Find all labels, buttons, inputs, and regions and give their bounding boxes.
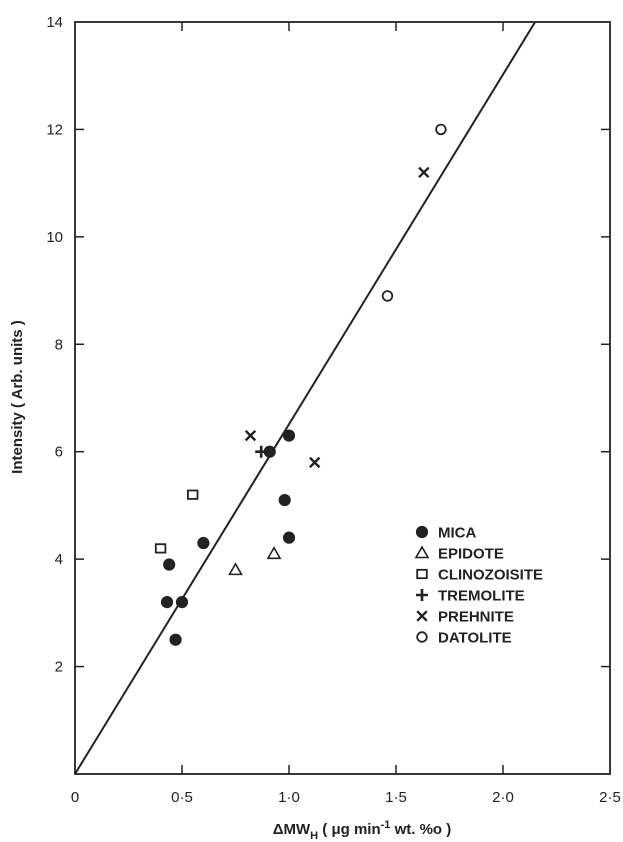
y-axis-label: Intensity ( Arb. units ) xyxy=(9,320,26,474)
legend-marker-datolite xyxy=(416,631,428,643)
x-tick-label: 2·0 xyxy=(492,789,514,806)
legend-label-mica: MICA xyxy=(438,525,476,542)
x-tick-label: 0 xyxy=(71,789,79,806)
point-mica xyxy=(282,429,296,442)
point-mica xyxy=(175,596,189,609)
point-mica xyxy=(197,536,210,550)
legend-marker-tremolite xyxy=(416,589,428,601)
point-clinozoisite xyxy=(154,543,167,554)
point-prehnite xyxy=(244,429,257,442)
plot-frame xyxy=(74,21,611,775)
x-axis-label-main: ΔMW xyxy=(273,821,311,838)
legend-marker-clinozoisite xyxy=(416,568,428,580)
x-tick-label: 0·5 xyxy=(171,789,193,806)
legend-label-epidote: EPIDOTE xyxy=(438,546,504,563)
point-mica xyxy=(278,493,291,507)
x-axis-label-subscript: H xyxy=(310,830,318,842)
axis-ticks: 0 0·5 1·0 1·5 2·0 2·5 2 4 6 8 10 12 14 xyxy=(46,14,621,806)
x-tick-label: 1·5 xyxy=(385,789,407,806)
legend: MICA EPIDOTE CLINOZOISITE TREMOLITE PREHNITE… xyxy=(414,525,543,647)
y-tick-label: 6 xyxy=(55,444,63,461)
legend-label-prehnite: PREHNITE xyxy=(438,609,514,626)
point-datolite xyxy=(381,290,394,302)
x-axis-label-superscript: -1 xyxy=(381,819,391,831)
point-prehnite xyxy=(418,166,430,179)
legend-label-clinozoisite: CLINOZOISITE xyxy=(438,567,543,584)
x-tick-label: 1·0 xyxy=(278,789,300,806)
point-datolite xyxy=(435,123,447,136)
point-epidote xyxy=(266,546,282,560)
fit-line xyxy=(74,21,536,775)
plot-border xyxy=(74,21,611,775)
x-axis-label-tail: wt. %o ) xyxy=(390,821,451,838)
axis-labels: Intensity ( Arb. units ) ΔMWH ( μg min-1… xyxy=(9,320,451,842)
point-tremolite xyxy=(255,445,268,458)
x-axis-label: ΔMWH ( μg min-1 wt. %o ) xyxy=(273,819,452,842)
legend-label-datolite: DATOLITE xyxy=(438,630,512,647)
point-mica xyxy=(169,633,182,646)
y-tick-label: 14 xyxy=(46,14,63,31)
point-mica xyxy=(160,596,174,609)
point-epidote xyxy=(228,562,243,576)
point-prehnite xyxy=(309,456,321,469)
y-tick-label: 2 xyxy=(55,659,63,676)
y-tick-label: 10 xyxy=(46,229,63,246)
point-mica xyxy=(282,531,296,544)
legend-marker-epidote xyxy=(414,545,430,559)
y-tick-label: 12 xyxy=(46,121,63,138)
x-axis-label-unit: ( μg min xyxy=(318,821,381,838)
y-tick-label: 4 xyxy=(55,551,63,568)
legend-marker-mica xyxy=(415,525,429,539)
y-tick-label: 8 xyxy=(55,336,63,353)
fit-line-group xyxy=(74,21,536,775)
legend-marker-prehnite xyxy=(416,610,428,622)
point-clinozoisite xyxy=(186,489,199,500)
legend-label-tremolite: TREMOLITE xyxy=(438,588,525,605)
data-points xyxy=(154,123,447,646)
point-mica xyxy=(163,558,176,571)
x-tick-label: 2·5 xyxy=(599,789,621,806)
